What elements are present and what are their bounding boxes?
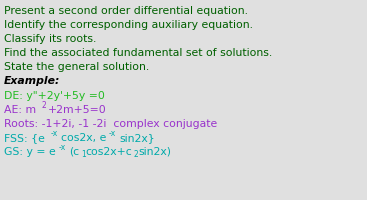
Text: -x: -x [51, 128, 58, 137]
Text: 1: 1 [81, 149, 86, 158]
Text: Roots: -1+2i, -1 -2i  complex conjugate: Roots: -1+2i, -1 -2i complex conjugate [4, 118, 217, 128]
Text: cos2x, e: cos2x, e [61, 132, 106, 142]
Text: (c: (c [69, 146, 79, 156]
Text: Present a second order differential equation.: Present a second order differential equa… [4, 6, 248, 16]
Text: sin2x}: sin2x} [119, 132, 155, 142]
Text: AE: m: AE: m [4, 104, 36, 114]
Text: State the general solution.: State the general solution. [4, 62, 149, 72]
Text: +2m+5=0: +2m+5=0 [48, 104, 107, 114]
Text: GS: y = e: GS: y = e [4, 146, 56, 156]
Text: Find the associated fundamental set of solutions.: Find the associated fundamental set of s… [4, 48, 272, 58]
Text: 2: 2 [42, 100, 47, 109]
Text: 2: 2 [134, 149, 139, 158]
Text: FSS: {e: FSS: {e [4, 132, 45, 142]
Text: DE: y"+2y'+5y =0: DE: y"+2y'+5y =0 [4, 91, 105, 100]
Text: -x: -x [59, 142, 66, 151]
Text: Classify its roots.: Classify its roots. [4, 34, 97, 44]
Text: Identify the corresponding auxiliary equation.: Identify the corresponding auxiliary equ… [4, 20, 253, 30]
Text: -x: -x [109, 128, 116, 137]
Text: Example:: Example: [4, 76, 61, 86]
Text: cos2x+c: cos2x+c [85, 146, 132, 156]
Text: sin2x): sin2x) [138, 146, 171, 156]
